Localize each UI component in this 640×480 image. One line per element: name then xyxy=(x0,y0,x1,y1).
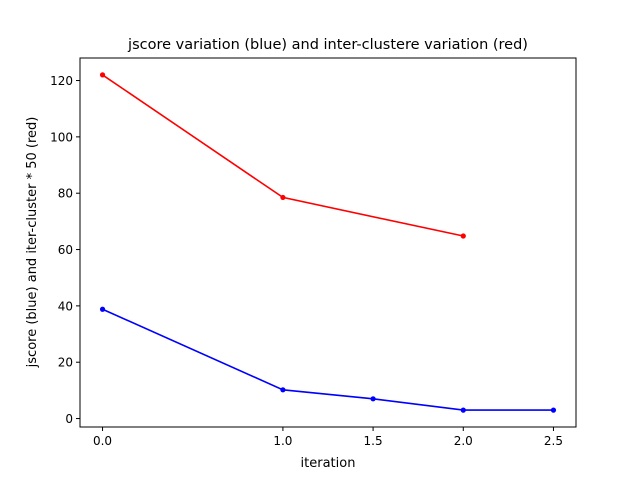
x-axis: 0.0 1.0 1.5 2.0 2.5 xyxy=(93,427,563,448)
series-layer xyxy=(99,72,557,413)
plot-frame xyxy=(79,57,577,428)
x-tick-label: 0.0 xyxy=(93,434,112,448)
series-line-0 xyxy=(102,74,464,237)
y-tick-label: 80 xyxy=(58,187,73,201)
data-point xyxy=(280,194,286,201)
y-tick-label: 20 xyxy=(58,356,73,370)
series-line-1 xyxy=(102,308,554,411)
data-point xyxy=(460,233,466,239)
data-point xyxy=(99,72,106,78)
data-point xyxy=(460,407,466,413)
y-tick-label: 0 xyxy=(65,412,73,426)
data-point xyxy=(280,387,286,393)
y-tick-label: 40 xyxy=(58,299,73,313)
y-tick-label: 60 xyxy=(58,243,73,257)
x-tick-label: 1.5 xyxy=(364,434,383,448)
data-point xyxy=(99,306,106,312)
x-tick-label: 1.0 xyxy=(273,434,292,448)
y-axis: 0 20 40 60 80 100 120 xyxy=(50,74,80,426)
y-axis-label: jscore (blue) and iter-cluster * 50 (red… xyxy=(25,117,40,369)
x-axis-label: iteration xyxy=(301,456,356,471)
y-tick-label: 100 xyxy=(50,130,73,144)
y-tick-label: 120 xyxy=(50,74,73,88)
x-tick-label: 2.5 xyxy=(544,434,563,448)
data-point xyxy=(550,407,557,413)
data-point xyxy=(370,396,376,402)
chart-title: jscore variation (blue) and inter-cluste… xyxy=(127,37,528,53)
x-tick-label: 2.0 xyxy=(454,434,473,448)
